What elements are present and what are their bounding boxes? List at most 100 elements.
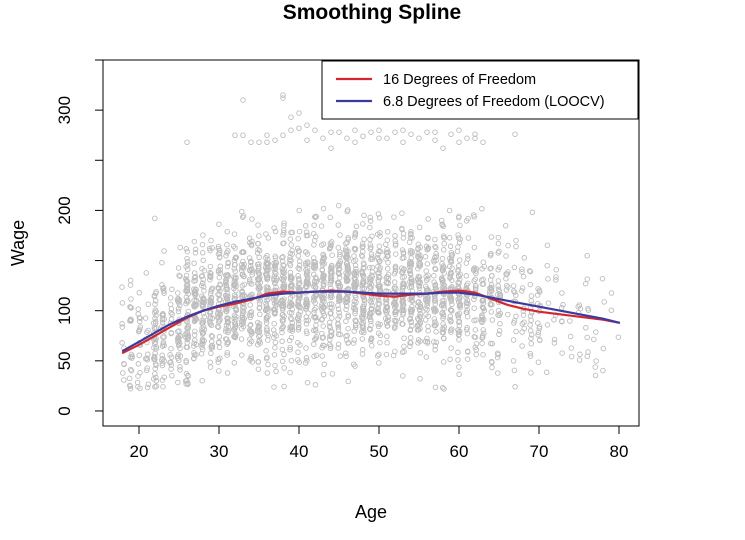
data-point	[311, 261, 317, 268]
data-point	[233, 307, 239, 314]
data-point	[366, 264, 373, 271]
data-point	[383, 310, 390, 316]
y-axis: 0 50 100 200 300	[55, 59, 104, 416]
data-point-high	[408, 131, 414, 137]
data-point	[305, 317, 311, 324]
data-point	[280, 268, 286, 274]
data-point	[448, 317, 454, 324]
data-point	[201, 287, 207, 294]
data-point	[479, 315, 485, 321]
data-point	[480, 259, 487, 265]
data-point	[353, 318, 359, 325]
data-point	[368, 335, 375, 341]
data-point	[318, 317, 325, 323]
data-point	[495, 267, 501, 273]
y-tick-label: 0	[55, 406, 74, 415]
data-point	[441, 282, 448, 288]
data-point	[408, 231, 414, 237]
data-point	[264, 330, 270, 337]
data-point	[455, 235, 462, 241]
data-point	[201, 326, 208, 332]
data-point	[400, 235, 407, 241]
data-point	[126, 382, 133, 389]
data-point	[345, 314, 351, 320]
data-point	[433, 245, 439, 251]
data-point	[592, 364, 598, 370]
data-point	[183, 272, 190, 279]
data-point	[120, 370, 126, 376]
data-point	[511, 264, 518, 271]
data-point	[177, 273, 183, 279]
data-point	[279, 325, 285, 332]
data-point	[528, 340, 535, 347]
data-point	[215, 245, 222, 252]
data-point-high	[280, 95, 286, 101]
data-point	[127, 277, 134, 284]
data-point	[441, 297, 447, 304]
data-point	[151, 345, 157, 351]
data-point	[239, 208, 245, 215]
data-point	[127, 383, 134, 389]
data-point-high	[416, 135, 422, 141]
data-point	[473, 341, 480, 347]
data-point	[342, 350, 349, 356]
data-point	[335, 331, 342, 338]
data-point	[456, 257, 463, 263]
data-point	[209, 342, 216, 349]
data-point	[351, 328, 357, 334]
data-point	[320, 310, 327, 316]
data-point	[399, 304, 406, 310]
data-point	[432, 384, 439, 390]
data-point	[407, 343, 413, 350]
data-point	[425, 216, 431, 222]
data-point	[215, 324, 222, 331]
data-point	[369, 302, 375, 309]
data-point	[176, 335, 182, 342]
data-point	[600, 367, 606, 374]
data-point	[488, 309, 495, 315]
data-point	[304, 265, 311, 271]
data-point	[223, 279, 229, 285]
data-point	[231, 312, 238, 319]
data-point	[313, 292, 320, 299]
data-point	[184, 258, 191, 265]
data-point	[440, 223, 447, 230]
data-point	[209, 315, 216, 322]
data-point	[265, 274, 271, 280]
data-point	[360, 327, 366, 334]
data-point	[510, 358, 517, 364]
data-point	[303, 229, 310, 235]
data-point	[264, 315, 270, 321]
data-point	[344, 277, 351, 283]
data-point	[399, 247, 406, 253]
data-point	[200, 340, 206, 347]
data-point	[399, 269, 405, 276]
data-point	[167, 301, 174, 308]
data-point	[176, 328, 182, 334]
data-point	[247, 322, 254, 328]
data-point	[304, 330, 310, 337]
data-point-high	[272, 137, 278, 143]
data-point	[119, 340, 125, 346]
data-point	[472, 334, 479, 340]
data-point	[456, 336, 462, 343]
data-point	[392, 241, 399, 247]
data-point	[352, 310, 358, 317]
data-point	[216, 344, 223, 351]
data-point	[159, 343, 166, 350]
data-point	[480, 300, 487, 307]
data-point	[601, 299, 607, 305]
data-point	[287, 254, 293, 260]
data-point	[254, 276, 261, 282]
data-point-high	[336, 129, 342, 135]
data-point	[233, 331, 239, 338]
data-point	[271, 384, 277, 390]
data-point	[457, 328, 463, 335]
data-point	[319, 267, 326, 274]
data-point	[432, 322, 438, 329]
data-point	[183, 359, 189, 365]
data-point	[473, 351, 479, 358]
data-point	[432, 236, 438, 243]
data-point	[246, 312, 253, 318]
data-point	[145, 301, 152, 307]
